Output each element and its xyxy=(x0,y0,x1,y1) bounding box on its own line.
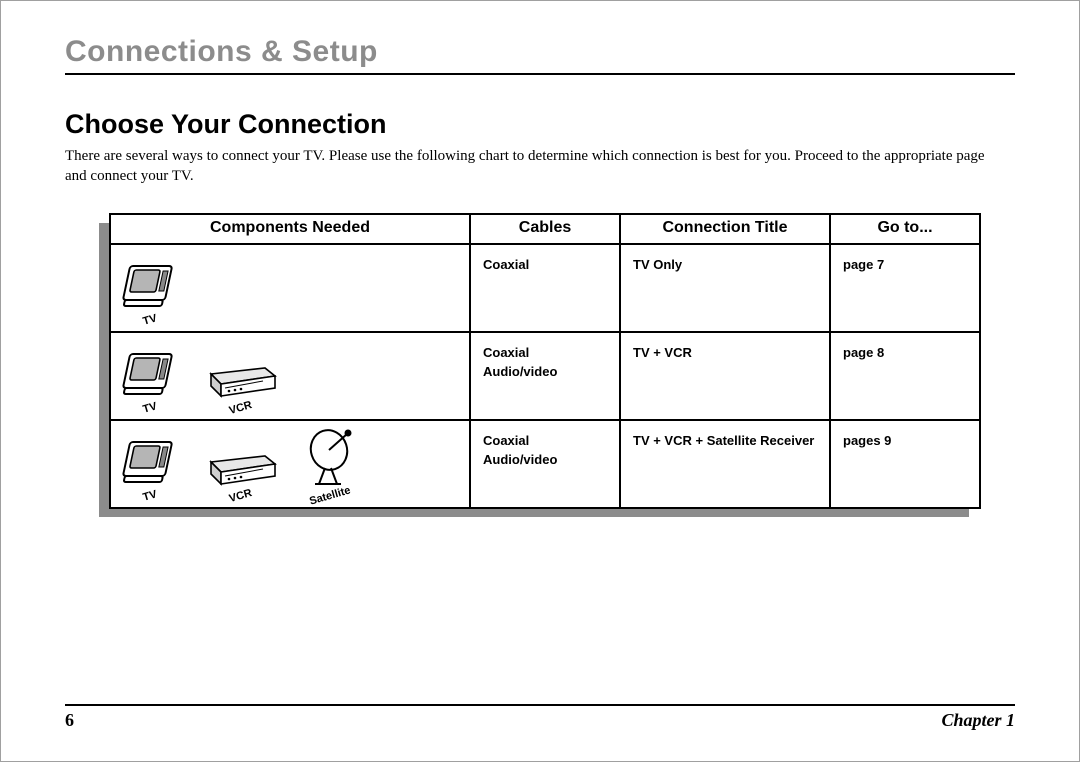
footer-rule xyxy=(65,704,1015,706)
connection-title-cell: TV Only xyxy=(620,244,830,332)
chapter-label: Chapter 1 xyxy=(941,710,1015,731)
th-goto: Go to... xyxy=(830,214,980,244)
cables-cell: CoaxialAudio/video xyxy=(470,420,620,508)
component-vcr: VCR xyxy=(201,450,281,505)
component-tv: TV xyxy=(119,350,181,417)
page-footer: 6 Chapter 1 xyxy=(65,704,1015,731)
section-rule xyxy=(65,73,1015,75)
th-components: Components Needed xyxy=(110,214,470,244)
components-cell: TV VCR Satellite xyxy=(110,420,470,508)
components-cell: TV xyxy=(110,244,470,332)
tv-icon xyxy=(119,262,181,314)
goto-cell: page 7 xyxy=(830,244,980,332)
vcr-icon xyxy=(201,450,281,490)
tv-icon xyxy=(119,350,181,402)
table-row: TV CoaxialTV Onlypage 7 xyxy=(110,244,980,332)
manual-page: Connections & Setup Choose Your Connecti… xyxy=(0,0,1080,762)
connection-title-cell: TV + VCR xyxy=(620,332,830,420)
table-header-row: Components Needed Cables Connection Titl… xyxy=(110,214,980,244)
goto-cell: pages 9 xyxy=(830,420,980,508)
component-tv: TV xyxy=(119,438,181,505)
satellite-dish-icon xyxy=(301,428,359,490)
connection-table: Components Needed Cables Connection Titl… xyxy=(109,213,981,509)
th-cables: Cables xyxy=(470,214,620,244)
section-title: Connections & Setup xyxy=(65,35,1015,69)
vcr-icon xyxy=(201,362,281,402)
page-subtitle: Choose Your Connection xyxy=(65,109,1015,140)
table-row: TV VCRCoaxialAudio/videoTV + VCRpage 8 xyxy=(110,332,980,420)
cables-cell: CoaxialAudio/video xyxy=(470,332,620,420)
component-satellite: Satellite xyxy=(301,428,359,505)
intro-paragraph: There are several ways to connect your T… xyxy=(65,146,985,187)
table-row: TV VCR SatelliteCoaxialAudio/videoTV + V… xyxy=(110,420,980,508)
th-title: Connection Title xyxy=(620,214,830,244)
component-tv: TV xyxy=(119,262,181,329)
goto-cell: page 8 xyxy=(830,332,980,420)
page-number: 6 xyxy=(65,710,74,731)
component-vcr: VCR xyxy=(201,362,281,417)
connection-title-cell: TV + VCR + Satellite Receiver xyxy=(620,420,830,508)
cables-cell: Coaxial xyxy=(470,244,620,332)
tv-icon xyxy=(119,438,181,490)
connection-table-wrap: Components Needed Cables Connection Titl… xyxy=(109,213,979,509)
components-cell: TV VCR xyxy=(110,332,470,420)
